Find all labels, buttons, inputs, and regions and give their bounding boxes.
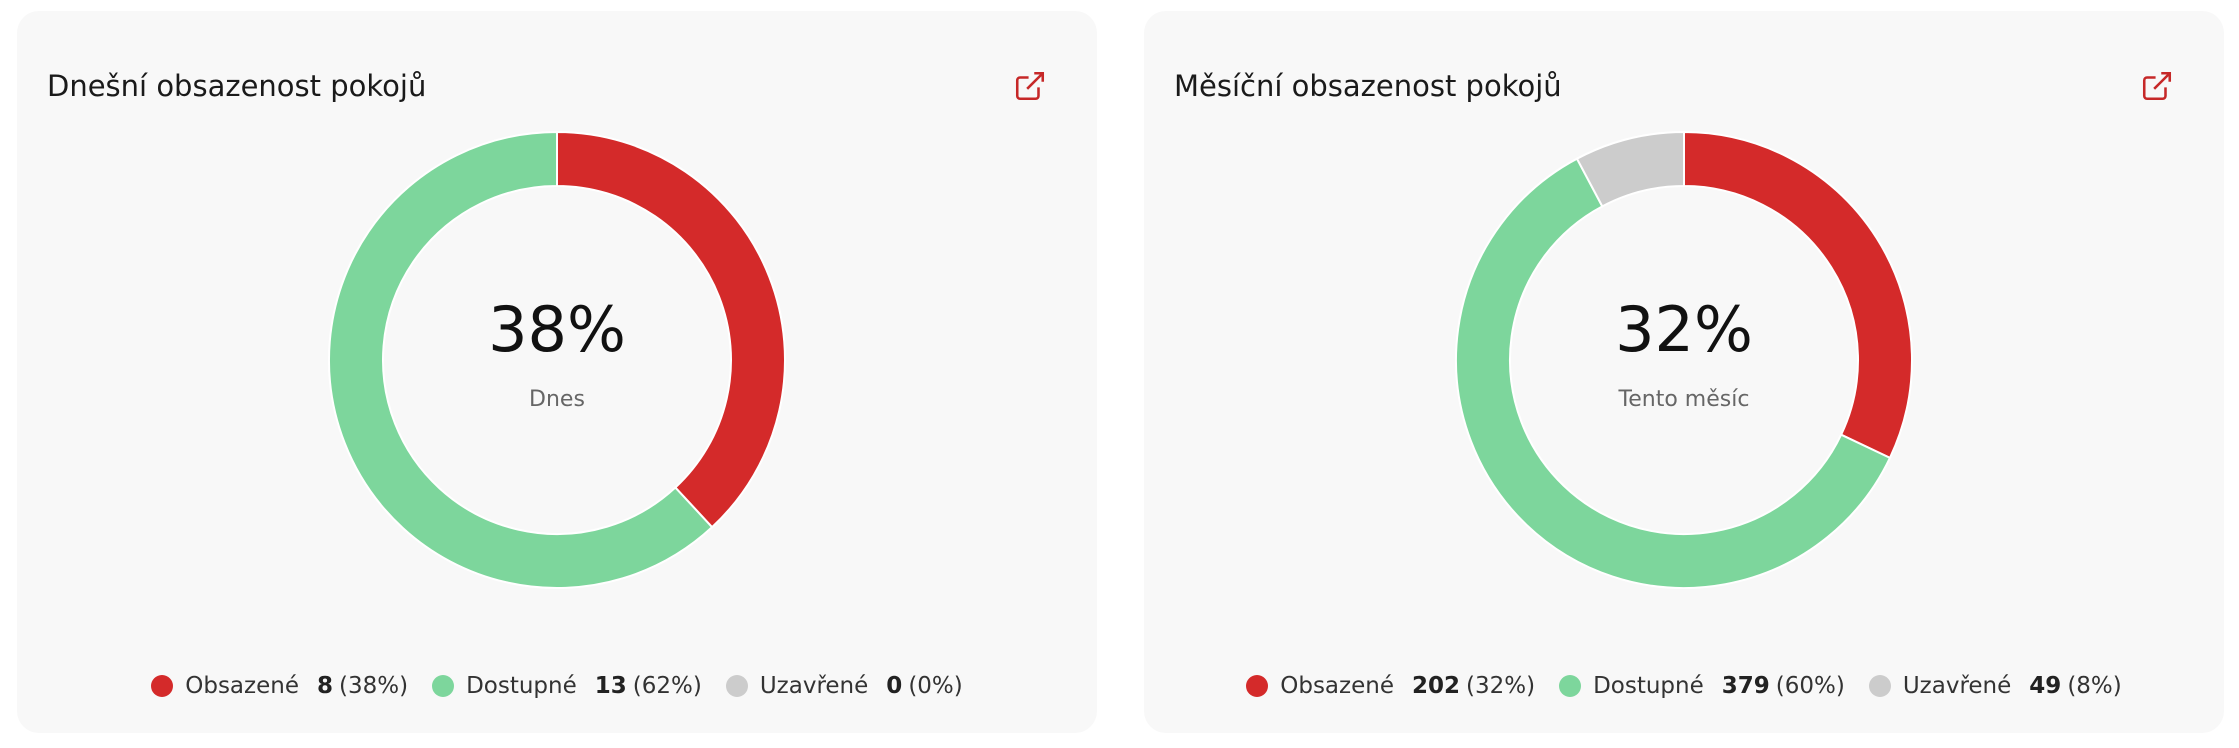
legend-item: Uzavřené 0 (0%) (725, 673, 963, 699)
legend-item: Dostupné 379 (60%) (1559, 673, 1845, 699)
legend-dot (151, 675, 174, 697)
legend-dot (1246, 675, 1269, 697)
legend-value: 202 (1411, 673, 1460, 699)
legend-share: (32%) (1465, 673, 1536, 699)
legend-value: 0 (886, 673, 903, 699)
open-icon[interactable] (2140, 69, 2174, 103)
legend-value: 379 (1721, 673, 1770, 699)
legend-name: Dostupné (1593, 673, 1704, 699)
legend-item: Dostupné 13 (62%) (432, 673, 702, 699)
legend-name: Obsazené (185, 673, 299, 699)
legend-share: (0%) (908, 673, 963, 699)
donut-segment (1455, 157, 1892, 589)
donut-segment (556, 130, 786, 529)
donut-segment (1575, 130, 1685, 208)
legend-share: (38%) (338, 673, 409, 699)
center-value: 32% (1615, 293, 1753, 366)
legend: Obsazené 202 (32%) Dostupné 379 (60%) Uzavřené… (1144, 673, 2224, 699)
legend-name: Uzavřené (759, 673, 869, 699)
card-title: Měsíční obsazenost pokojů (1174, 69, 1562, 103)
legend-dot (432, 675, 455, 697)
legend-value: 49 (2029, 673, 2062, 699)
open-icon[interactable] (1013, 69, 1047, 103)
center-subtitle: Dnes (529, 387, 585, 412)
legend: Obsazené 8 (38%) Dostupné 13 (62%) Uzavřené 0 (0… (17, 673, 1097, 699)
legend-item: Uzavřené 49 (8%) (1868, 673, 2122, 699)
donut-segment (328, 130, 714, 589)
donut-chart: 38% Dnes (328, 130, 786, 589)
legend-share: (62%) (632, 673, 702, 699)
legend-name: Uzavřené (1902, 673, 2012, 699)
center-subtitle: Tento měsíc (1618, 387, 1750, 412)
card: Měsíční obsazenost pokojů 32% Tento měsíc O… (1144, 11, 2224, 733)
legend-share: (60%) (1775, 673, 1845, 699)
legend-item: Obsazené 202 (32%) (1246, 673, 1535, 699)
legend-item: Obsazené 8 (38%) (151, 673, 408, 699)
legend-dot (1868, 675, 1891, 697)
legend-name: Obsazené (1280, 673, 1394, 699)
donut-segment (1683, 130, 1913, 460)
legend-value: 13 (594, 673, 627, 699)
legend-name: Dostupné (466, 673, 577, 699)
donut-chart: 32% Tento měsíc (1455, 130, 1913, 589)
legend-dot (1559, 675, 1582, 697)
legend-value: 8 (316, 673, 333, 699)
legend-share: (8%) (2067, 673, 2122, 699)
card: Dnešní obsazenost pokojů 38% Dnes Obsazené 8… (17, 11, 1097, 733)
legend-dot (725, 675, 748, 697)
card-title: Dnešní obsazenost pokojů (47, 69, 427, 103)
center-value: 38% (488, 293, 626, 366)
